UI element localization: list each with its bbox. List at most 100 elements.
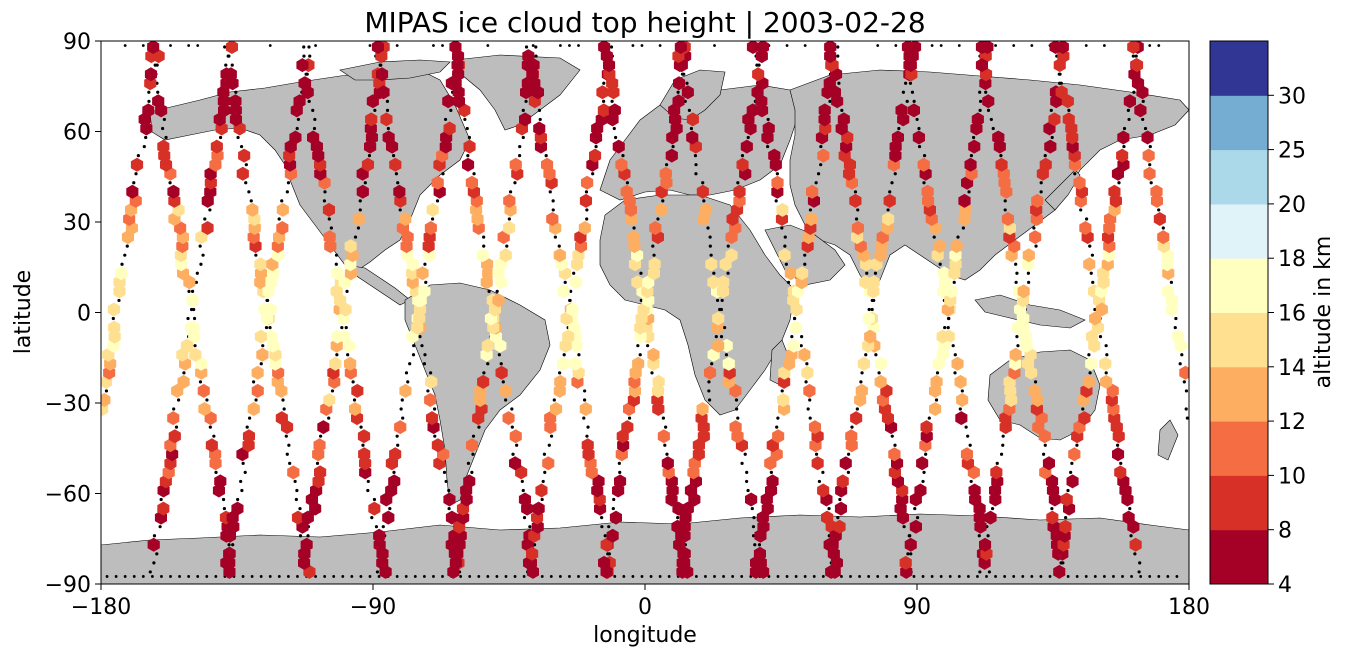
ice-cloud-marker (289, 130, 302, 145)
orbit-dot (680, 72, 685, 76)
ice-cloud-marker (1108, 184, 1121, 199)
ice-cloud-marker (1099, 356, 1112, 371)
orbit-dot (849, 575, 852, 578)
orbit-dot (886, 208, 890, 212)
ice-cloud-marker (357, 429, 371, 444)
ice-cloud-marker (314, 166, 327, 181)
orbit-dot (1093, 575, 1097, 578)
orbit-dot (196, 44, 200, 47)
ice-cloud-marker (339, 302, 352, 317)
orbit-dot (1157, 208, 1161, 212)
ice-cloud-marker (1068, 157, 1081, 172)
ice-cloud-marker (562, 329, 575, 344)
ice-cloud-marker (201, 221, 214, 235)
ice-cloud-marker (857, 356, 870, 371)
orbit-dot (374, 525, 379, 529)
orbit-dot (860, 371, 864, 375)
ice-cloud-marker (463, 474, 476, 489)
orbit-dot (284, 434, 288, 438)
ice-cloud-marker (955, 411, 968, 426)
orbit-dot (736, 181, 740, 185)
orbit-dot (400, 398, 404, 402)
orbit-dot (330, 389, 335, 393)
orbit-dot (953, 353, 957, 357)
orbit-dot (902, 525, 906, 529)
orbit-dot (1058, 72, 1062, 76)
orbit-dot (169, 44, 172, 47)
colorbar-tick-label: 4 (1278, 573, 1292, 598)
ice-cloud-marker (1141, 130, 1154, 145)
orbit-dot (712, 271, 716, 275)
ice-cloud-marker (806, 184, 819, 199)
ice-cloud-marker (189, 347, 202, 362)
orbit-dot (740, 154, 745, 158)
map-area (101, 41, 1189, 584)
orbit-dot (141, 575, 145, 578)
orbit-dot (335, 353, 339, 357)
orbit-dot (572, 271, 576, 275)
x-tick-label: 180 (1168, 595, 1210, 620)
ice-cloud-marker (750, 555, 763, 570)
orbit-dot (241, 461, 245, 465)
orbit-dot (582, 398, 587, 402)
ice-cloud-marker (777, 393, 790, 407)
orbit-dot (909, 552, 913, 556)
orbit-dot (836, 45, 840, 49)
ice-cloud-marker (672, 501, 685, 516)
y-axis-label: latitude (11, 270, 36, 354)
orbit-dot (541, 479, 545, 484)
colorbar: 4 8 10 12 14 16 18 20 25 30 (1209, 40, 1306, 598)
orbit-dot (994, 44, 997, 47)
orbit-dot (150, 575, 154, 578)
ice-cloud-marker (862, 311, 875, 326)
orbit-dot (375, 570, 380, 574)
orbit-dot (1127, 117, 1131, 122)
ice-cloud-marker (566, 302, 579, 317)
ice-cloud-marker (1106, 383, 1119, 398)
ice-cloud-marker (413, 311, 426, 326)
ice-cloud-marker (771, 175, 784, 190)
orbit-dot (991, 126, 995, 131)
orbit-dot (1027, 280, 1031, 284)
orbit-dot (1175, 575, 1179, 578)
ice-cloud-marker (700, 202, 713, 217)
orbit-dot (568, 298, 572, 303)
orbit-dot (664, 163, 669, 167)
ice-cloud-marker (874, 374, 887, 389)
orbit-dot (423, 353, 427, 357)
orbit-dot (486, 575, 490, 578)
orbit-dot (549, 575, 553, 578)
orbit-dot (584, 190, 589, 194)
orbit-dot (470, 470, 474, 474)
ice-cloud-marker (833, 519, 846, 534)
ice-cloud-marker (752, 67, 765, 82)
ice-cloud-marker (225, 41, 238, 54)
ice-cloud-marker (967, 465, 980, 480)
orbit-dot (694, 172, 698, 176)
ice-cloud-marker (717, 284, 730, 299)
orbit-dot (243, 470, 247, 474)
orbit-dot (430, 217, 435, 221)
orbit-dot (224, 63, 228, 67)
orbit-dot (518, 154, 522, 158)
ice-cloud-marker (984, 510, 997, 525)
orbit-dot (687, 108, 692, 112)
orbit-dot (359, 575, 363, 578)
orbit-dot (155, 552, 159, 556)
orbit-dot (1039, 181, 1043, 185)
orbit-dot (399, 407, 403, 411)
orbit-dot (745, 479, 749, 484)
ice-cloud-marker (338, 275, 351, 290)
orbit-dot (426, 389, 430, 393)
colorbar-tick-label: 18 (1278, 247, 1306, 272)
orbit-dot (720, 298, 724, 303)
ice-cloud-marker (825, 564, 838, 579)
orbit-dot (1059, 81, 1063, 85)
ice-cloud-marker (778, 374, 791, 389)
orbit-dot (707, 380, 711, 384)
ice-cloud-marker (293, 94, 306, 109)
colorbar-band (1210, 149, 1268, 205)
ice-cloud-marker (1129, 537, 1142, 552)
orbit-dot (120, 262, 124, 266)
orbit-dot (1069, 470, 1073, 474)
